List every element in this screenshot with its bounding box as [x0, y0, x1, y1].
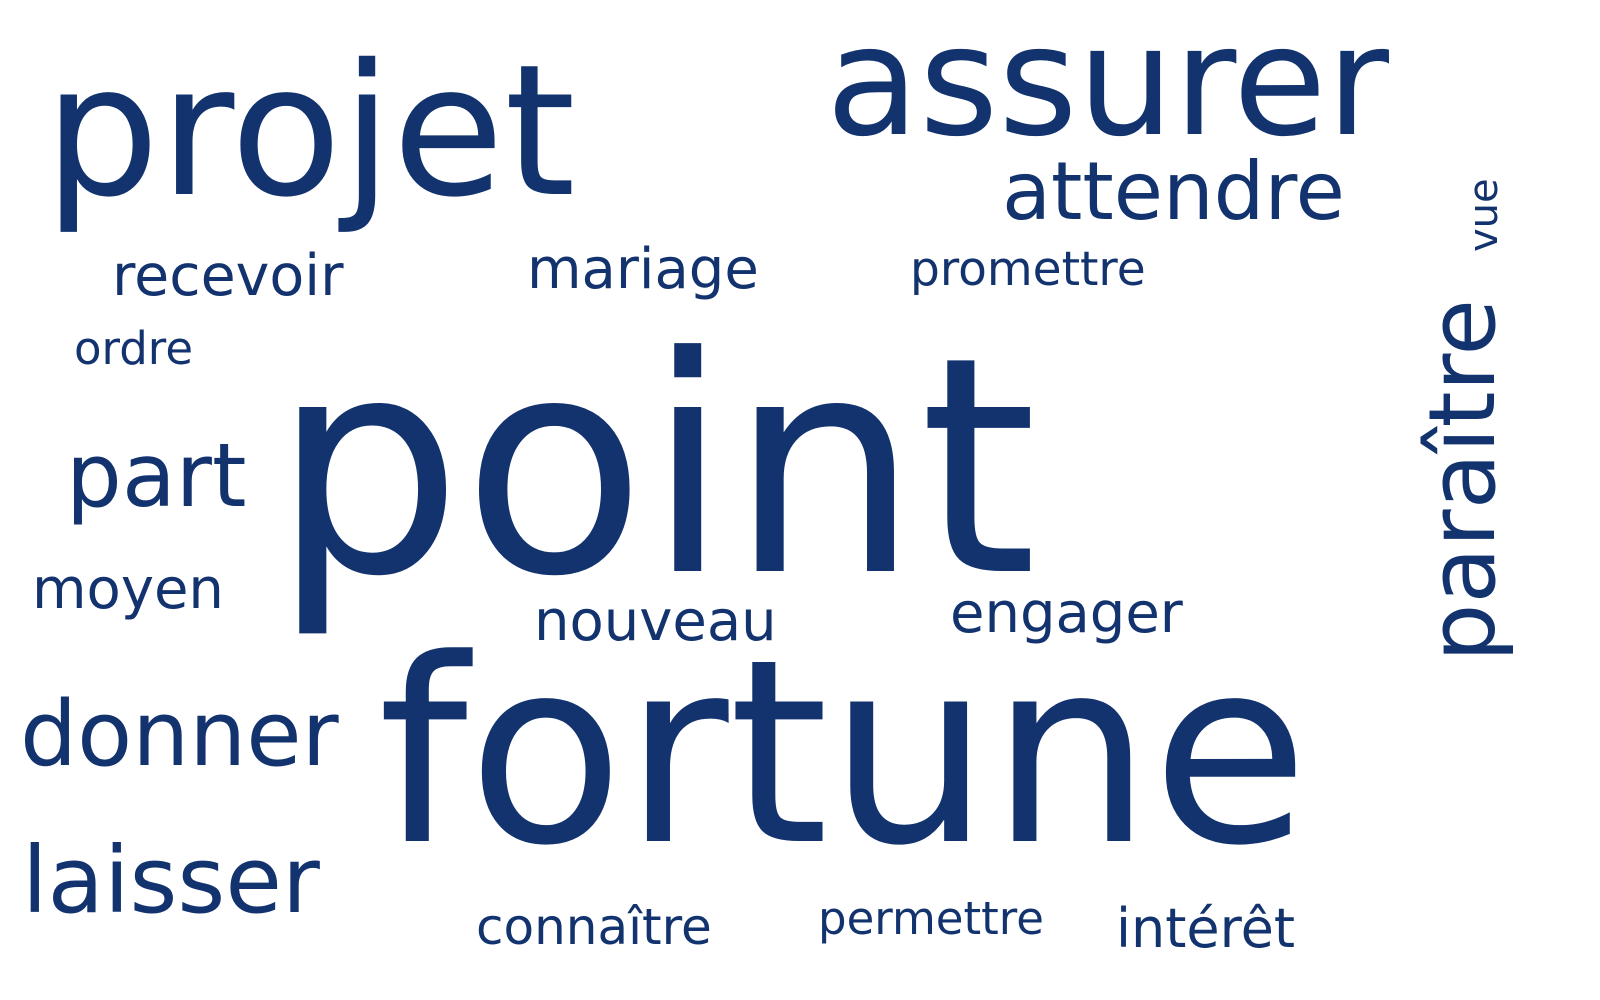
word-interet: intérêt: [1116, 897, 1296, 960]
word-ordre: ordre: [74, 322, 194, 375]
word-projet: projet: [44, 25, 576, 237]
word-point: point: [272, 293, 1038, 642]
word-recevoir: recevoir: [112, 243, 344, 309]
word-donner: donner: [20, 682, 339, 787]
word-engager: engager: [950, 581, 1183, 646]
word-mariage: mariage: [527, 237, 759, 302]
word-nouveau: nouveau: [534, 589, 777, 654]
word-vue: vue: [1461, 178, 1507, 252]
word-attendre: attendre: [1002, 145, 1345, 238]
word-fortune: fortune: [378, 605, 1309, 902]
word-connaitre: connaître: [476, 898, 712, 956]
word-assurer: assurer: [826, 0, 1390, 170]
word-permettre: permettre: [818, 892, 1044, 945]
word-moyen: moyen: [32, 557, 224, 622]
word-part: part: [66, 424, 247, 527]
word-laisser: laisser: [22, 827, 320, 934]
word-paraitre: paraître: [1409, 298, 1516, 662]
word-promettre: promettre: [910, 242, 1146, 297]
